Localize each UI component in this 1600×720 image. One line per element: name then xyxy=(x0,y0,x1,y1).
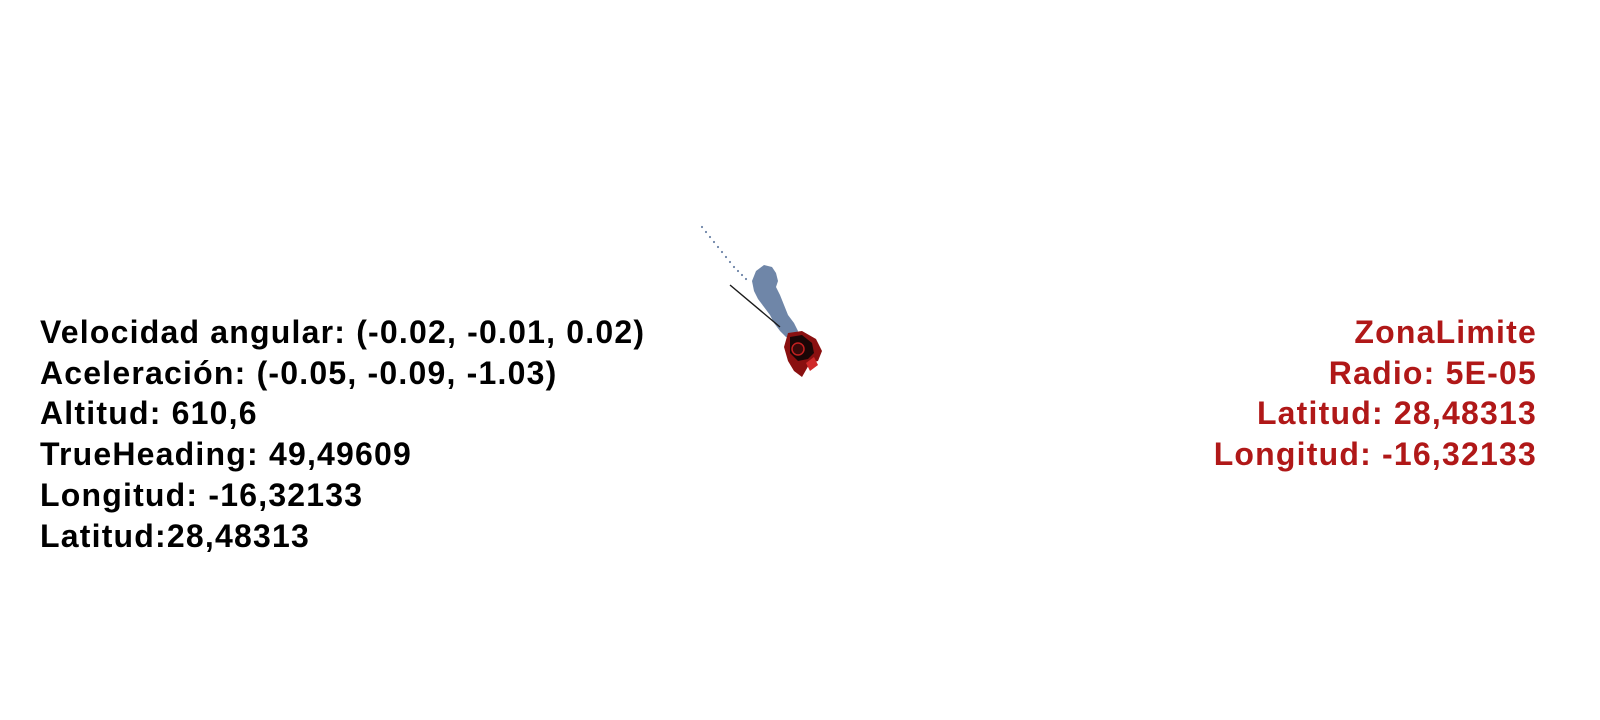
zone-radius: Radio: 5E-05 xyxy=(1328,354,1537,391)
acceleration-readout: Aceleración: (-0.05, -0.09, -1.03) xyxy=(40,354,558,391)
dotted-trail xyxy=(700,225,748,281)
true-heading-readout: TrueHeading: 49,49609 xyxy=(40,436,413,473)
zone-longitude: Longitud: -16,32133 xyxy=(1213,436,1537,473)
zone-latitude: Latitud: 28,48313 xyxy=(1256,395,1537,432)
telemetry-panel: Velocidad angular: (-0.02, -0.01, 0.02) … xyxy=(40,312,645,556)
antenna-line xyxy=(729,284,781,328)
angular-velocity-readout: Velocidad angular: (-0.02, -0.01, 0.02) xyxy=(40,314,646,350)
altitude-readout: Altitud: 610,6 xyxy=(40,395,258,432)
drone-sprite xyxy=(700,225,822,377)
drone-body xyxy=(784,331,822,377)
latitude-readout: Latitud:28,48313 xyxy=(40,517,310,554)
smoke-cloud xyxy=(752,265,798,339)
zone-title: ZonaLimite xyxy=(1354,314,1537,350)
longitude-readout: Longitud: -16,32133 xyxy=(40,476,364,513)
zone-limit-panel: ZonaLimite Radio: 5E-05 Latitud: 28,4831… xyxy=(1214,312,1537,475)
